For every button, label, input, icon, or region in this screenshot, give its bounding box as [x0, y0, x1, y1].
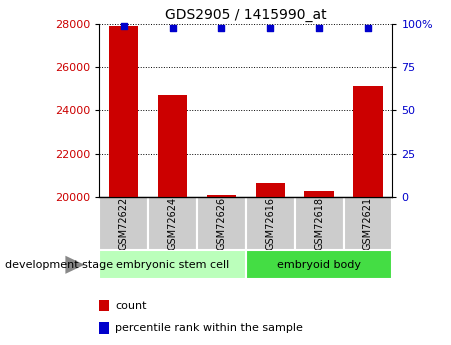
Point	[315, 25, 322, 30]
Point	[120, 23, 127, 29]
Bar	[99, 322, 110, 334]
Polygon shape	[65, 256, 85, 274]
Point	[169, 25, 176, 30]
Bar	[353, 86, 382, 197]
Text: GSM72626: GSM72626	[216, 197, 226, 250]
Bar	[197, 197, 246, 250]
Text: embryonic stem cell: embryonic stem cell	[116, 260, 229, 270]
Bar	[207, 195, 236, 197]
Bar	[109, 26, 138, 197]
Bar	[99, 300, 110, 311]
Text: GSM72618: GSM72618	[314, 197, 324, 250]
Text: percentile rank within the sample: percentile rank within the sample	[115, 323, 303, 333]
Text: embryoid body: embryoid body	[277, 260, 361, 270]
Point	[267, 25, 274, 30]
Bar	[246, 250, 392, 279]
Bar	[246, 197, 295, 250]
Text: GSM72616: GSM72616	[265, 197, 275, 250]
Bar	[295, 197, 344, 250]
Text: development stage: development stage	[5, 260, 113, 270]
Point	[218, 25, 225, 30]
Point	[364, 25, 372, 30]
Title: GDS2905 / 1415990_at: GDS2905 / 1415990_at	[165, 8, 327, 22]
Text: count: count	[115, 300, 147, 310]
Text: GSM72624: GSM72624	[167, 197, 178, 250]
Bar	[99, 250, 246, 279]
Text: GSM72622: GSM72622	[119, 197, 129, 250]
Bar	[304, 191, 334, 197]
Bar	[344, 197, 392, 250]
Bar	[99, 197, 148, 250]
Bar	[158, 95, 187, 197]
Bar	[148, 197, 197, 250]
Bar	[256, 183, 285, 197]
Text: GSM72621: GSM72621	[363, 197, 373, 250]
